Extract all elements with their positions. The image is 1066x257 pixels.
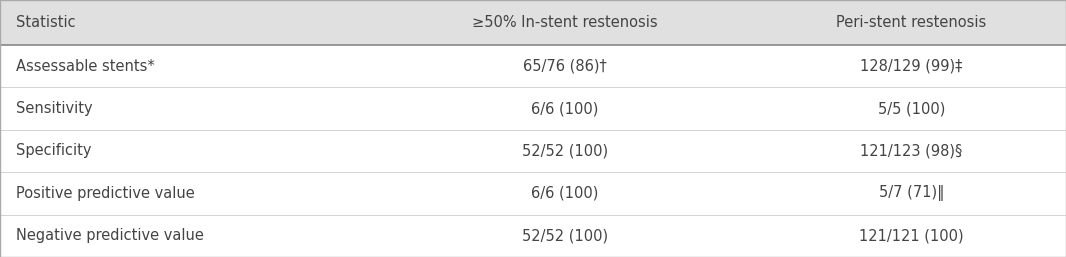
Bar <box>0 0 1066 45</box>
Text: Negative predictive value: Negative predictive value <box>16 228 204 243</box>
Text: 5/7 (71)‖: 5/7 (71)‖ <box>878 185 944 201</box>
Text: Sensitivity: Sensitivity <box>16 101 93 116</box>
Text: 6/6 (100): 6/6 (100) <box>531 186 599 201</box>
Text: 6/6 (100): 6/6 (100) <box>531 101 599 116</box>
Text: Statistic: Statistic <box>16 15 76 30</box>
Text: 128/129 (99)‡: 128/129 (99)‡ <box>860 59 963 74</box>
Text: Assessable stents*: Assessable stents* <box>16 59 155 74</box>
Text: 65/76 (86)†: 65/76 (86)† <box>523 59 607 74</box>
Text: 52/52 (100): 52/52 (100) <box>522 143 608 159</box>
Text: 52/52 (100): 52/52 (100) <box>522 228 608 243</box>
Text: 121/121 (100): 121/121 (100) <box>859 228 964 243</box>
Text: 5/5 (100): 5/5 (100) <box>877 101 946 116</box>
Text: Specificity: Specificity <box>16 143 92 159</box>
Text: Positive predictive value: Positive predictive value <box>16 186 195 201</box>
Text: ≥50% In-stent restenosis: ≥50% In-stent restenosis <box>472 15 658 30</box>
Text: Peri-stent restenosis: Peri-stent restenosis <box>837 15 986 30</box>
Text: 121/123 (98)§: 121/123 (98)§ <box>860 143 963 159</box>
